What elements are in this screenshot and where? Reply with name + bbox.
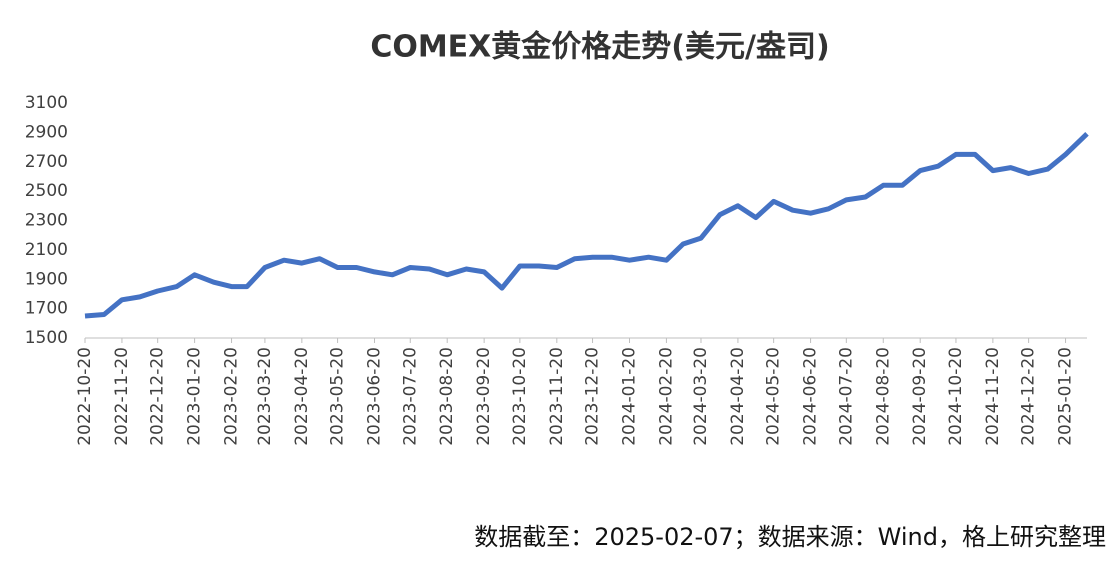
x-tick-label: 2024-02-20 bbox=[656, 347, 676, 446]
x-tick-label: 2023-10-20 bbox=[510, 347, 530, 446]
y-tick-label: 1900 bbox=[25, 269, 68, 289]
y-tick-label: 2100 bbox=[25, 240, 68, 260]
x-tick-label: 2024-11-20 bbox=[983, 347, 1003, 446]
y-tick-label: 3100 bbox=[25, 93, 68, 113]
x-tick-label: 2024-04-20 bbox=[728, 347, 748, 446]
x-tick-label: 2023-07-20 bbox=[400, 347, 420, 446]
y-tick-label: 2700 bbox=[25, 152, 68, 172]
x-tick-label: 2024-05-20 bbox=[764, 347, 784, 446]
x-tick-label: 2023-11-20 bbox=[547, 347, 567, 446]
x-tick-label: 2024-10-20 bbox=[946, 347, 966, 446]
x-tick-label: 2024-08-20 bbox=[873, 347, 893, 446]
x-tick-label: 2024-12-20 bbox=[1019, 347, 1039, 446]
x-tick-label: 2023-03-20 bbox=[255, 347, 275, 446]
x-tick-label: 2023-08-20 bbox=[437, 347, 457, 446]
x-tick-label: 2022-10-20 bbox=[75, 347, 95, 446]
x-tick-label: 2022-11-20 bbox=[112, 347, 132, 446]
x-tick-label: 2024-09-20 bbox=[910, 347, 930, 446]
x-tick-label: 2024-06-20 bbox=[801, 347, 821, 446]
x-tick-label: 2024-01-20 bbox=[619, 347, 639, 446]
x-tick-label: 2024-03-20 bbox=[691, 347, 711, 446]
x-tick-label: 2022-12-20 bbox=[148, 347, 168, 446]
x-tick-label: 2024-07-20 bbox=[836, 347, 856, 446]
x-tick-label: 2023-04-20 bbox=[292, 347, 312, 446]
x-tick-label: 2023-01-20 bbox=[185, 347, 205, 446]
x-tick-label: 2023-09-20 bbox=[474, 347, 494, 446]
x-tick-label: 2023-05-20 bbox=[328, 347, 348, 446]
y-tick-label: 1500 bbox=[25, 328, 68, 348]
y-tick-label: 2300 bbox=[25, 211, 68, 231]
x-tick-label: 2023-12-20 bbox=[583, 347, 603, 446]
x-tick-label: 2023-06-20 bbox=[365, 347, 385, 446]
y-tick-label: 1700 bbox=[25, 299, 68, 319]
x-tick-label: 2023-02-20 bbox=[222, 347, 242, 446]
source-note: 数据截至：2025-02-07；数据来源：Wind，格上研究整理 bbox=[474, 523, 1106, 551]
x-tick-label: 2025-01-20 bbox=[1056, 347, 1076, 446]
y-tick-label: 2900 bbox=[25, 122, 68, 142]
chart-title: COMEX黄金价格走势(美元/盎司) bbox=[370, 30, 829, 65]
price-line bbox=[84, 131, 1089, 319]
y-tick-label: 2500 bbox=[25, 181, 68, 201]
